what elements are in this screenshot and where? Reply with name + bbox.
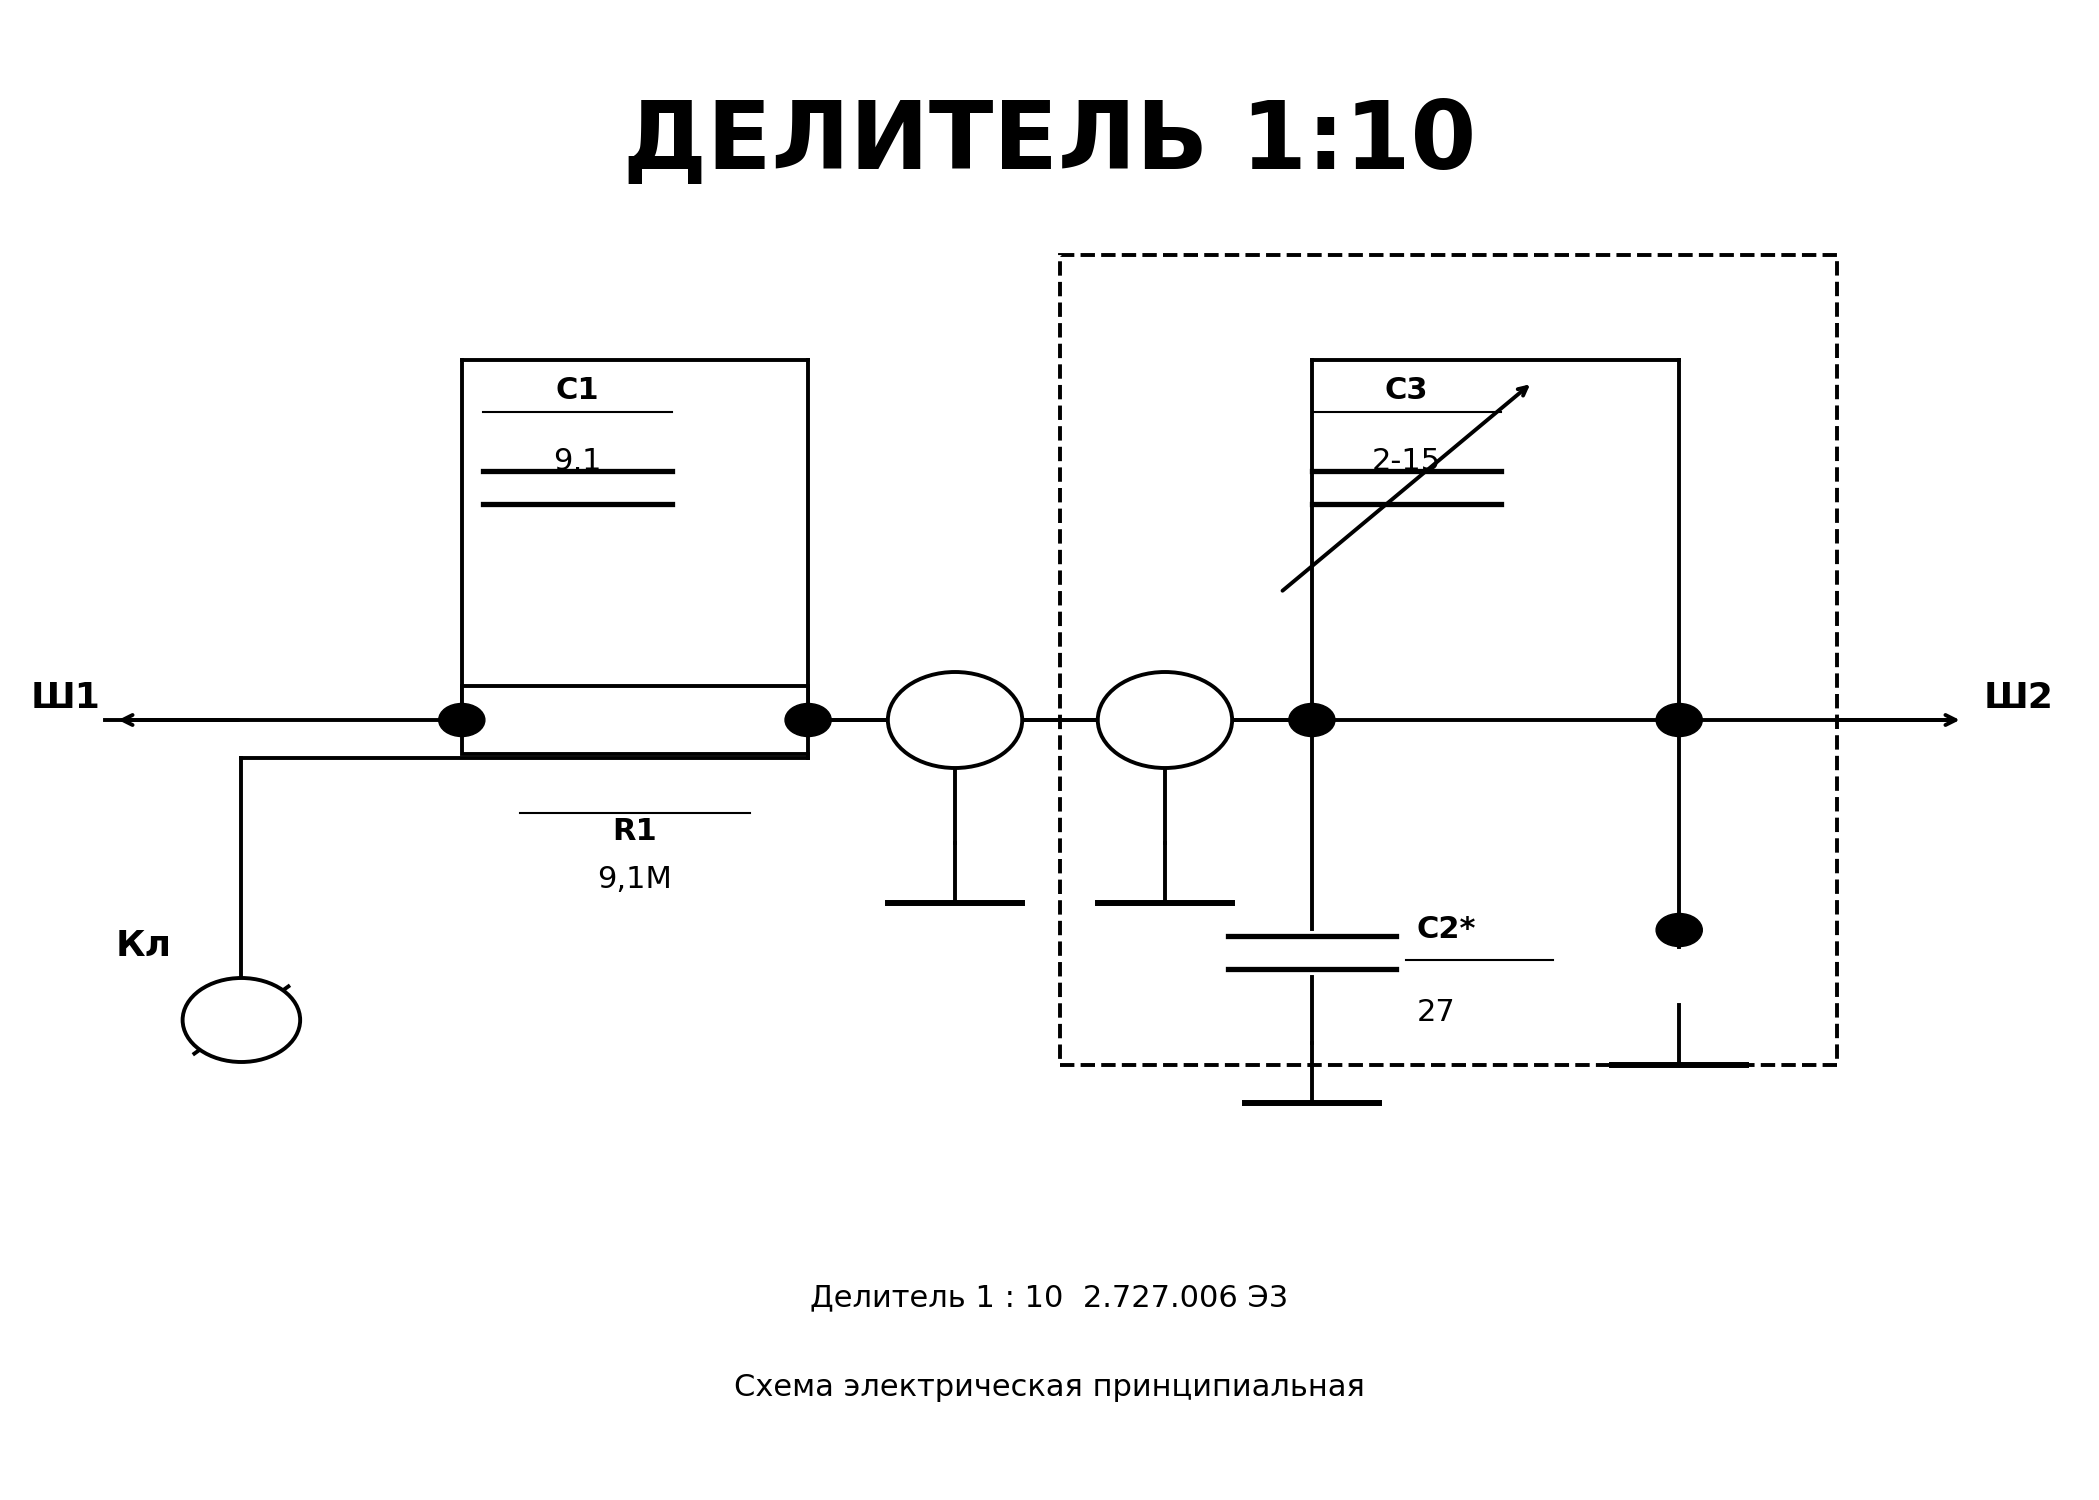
Circle shape <box>439 704 485 736</box>
Text: 9,1: 9,1 <box>552 447 602 476</box>
Text: Ш2: Ш2 <box>1984 681 2053 714</box>
Text: С2*: С2* <box>1417 915 1476 945</box>
Text: 27: 27 <box>1417 998 1455 1028</box>
Circle shape <box>1289 704 1335 736</box>
Text: 2-15: 2-15 <box>1373 447 1440 476</box>
Text: С3: С3 <box>1385 376 1427 405</box>
Circle shape <box>1656 704 1702 736</box>
Circle shape <box>1098 672 1232 768</box>
Text: R1: R1 <box>613 818 657 846</box>
Circle shape <box>888 672 1022 768</box>
Text: Ш1: Ш1 <box>31 681 101 714</box>
Circle shape <box>183 978 300 1062</box>
Circle shape <box>1656 914 1702 946</box>
Text: С1: С1 <box>556 376 598 405</box>
Text: 9,1М: 9,1М <box>598 865 672 894</box>
Text: Делитель 1 : 10  2.727.006 Э3: Делитель 1 : 10 2.727.006 Э3 <box>810 1282 1289 1312</box>
Circle shape <box>785 704 831 736</box>
Text: Кл: Кл <box>115 928 172 963</box>
Bar <box>462 687 808 753</box>
Text: ДЕЛИТЕЛЬ 1:10: ДЕЛИТЕЛЬ 1:10 <box>623 96 1476 189</box>
Text: Схема электрическая принципиальная: Схема электрическая принципиальная <box>735 1372 1364 1402</box>
Bar <box>1060 255 1837 1065</box>
